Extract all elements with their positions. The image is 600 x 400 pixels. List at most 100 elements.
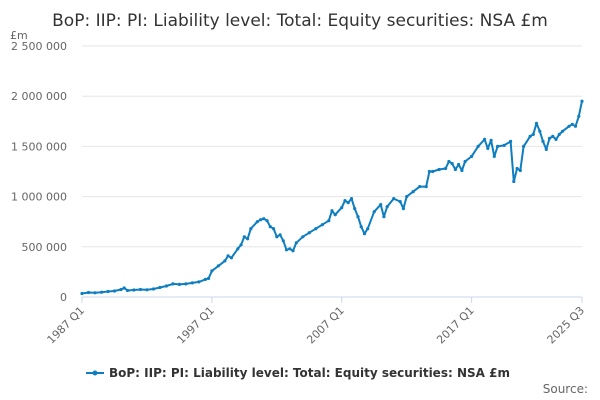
data-point[interactable] [239,243,243,247]
data-point[interactable] [492,154,496,158]
data-point[interactable] [560,129,565,133]
data-point[interactable] [502,143,506,147]
data-point[interactable] [177,282,181,286]
data-point[interactable] [106,289,110,294]
data-point[interactable] [330,209,334,213]
data-point[interactable] [544,147,548,151]
data-point[interactable] [531,132,535,136]
data-point[interactable] [80,291,84,296]
data-point[interactable] [307,231,311,235]
data-point[interactable] [551,134,555,138]
data-point[interactable] [301,235,305,239]
data-point[interactable] [268,225,272,229]
data-point[interactable] [158,285,162,290]
data-point[interactable] [522,144,526,148]
data-point[interactable] [496,144,500,148]
data-point[interactable] [528,134,532,138]
data-point[interactable] [262,217,266,221]
data-point[interactable] [538,129,542,133]
data-point[interactable] [547,136,552,140]
data-point[interactable] [132,288,136,292]
data-point[interactable] [145,288,149,292]
data-point[interactable] [405,195,409,199]
data-point[interactable] [184,282,188,286]
data-point[interactable] [385,205,389,209]
data-point[interactable] [476,144,480,148]
data-point[interactable] [460,168,464,173]
data-point[interactable] [203,277,207,281]
data-point[interactable] [119,287,123,292]
data-point[interactable] [379,203,383,207]
data-point[interactable] [453,167,457,172]
data-point[interactable] [327,219,331,223]
data-point[interactable] [424,185,428,189]
data-point[interactable] [236,247,240,251]
data-point[interactable] [427,169,431,174]
data-point[interactable] [509,139,513,143]
data-point[interactable] [272,227,276,231]
data-point[interactable] [93,291,97,295]
data-point[interactable] [567,124,571,128]
data-point[interactable] [281,239,285,243]
data-point[interactable] [216,264,220,268]
data-point[interactable] [392,197,396,201]
data-point[interactable] [320,223,324,227]
data-point[interactable] [362,232,367,236]
data-point[interactable] [207,276,211,280]
data-point[interactable] [99,290,104,294]
data-point[interactable] [242,235,246,239]
data-point[interactable] [437,167,441,172]
data-point[interactable] [541,139,545,143]
data-point[interactable] [557,132,561,136]
data-point[interactable] [450,161,454,166]
data-point[interactable] [401,207,405,211]
data-point[interactable] [333,213,337,217]
data-point[interactable] [457,162,461,167]
data-point[interactable] [112,289,117,293]
data-point[interactable] [573,124,578,128]
data-point[interactable] [382,215,386,219]
data-point[interactable] [288,247,292,251]
data-point[interactable] [353,207,357,211]
data-point[interactable] [570,122,574,126]
data-point[interactable] [259,218,263,222]
data-point[interactable] [356,215,360,219]
data-point[interactable] [255,220,259,224]
data-point[interactable] [314,227,318,231]
legend-label[interactable]: BoP: IIP: PI: Liability level: Total: Eq… [109,366,510,380]
data-point[interactable] [577,114,581,118]
data-point[interactable] [275,235,279,239]
data-point[interactable] [122,286,126,290]
legend[interactable]: BoP: IIP: PI: Liability level: Total: Eq… [86,366,510,380]
data-point[interactable] [171,282,175,286]
data-point[interactable] [190,281,194,285]
data-point[interactable] [372,210,376,214]
data-point[interactable] [294,241,298,245]
data-point[interactable] [470,154,474,158]
data-point[interactable] [444,166,448,171]
data-point[interactable] [411,190,415,194]
data-point[interactable] [125,288,130,293]
data-point[interactable] [463,159,467,164]
data-point[interactable] [431,169,435,174]
data-point[interactable] [346,201,350,205]
data-point[interactable] [534,121,539,125]
data-point[interactable] [366,227,370,231]
data-point[interactable] [340,206,344,210]
data-point[interactable] [164,284,168,288]
data-point[interactable] [343,199,347,203]
data-point[interactable] [447,159,451,164]
data-point[interactable] [489,138,493,142]
data-point[interactable] [580,99,584,103]
data-point[interactable] [349,197,354,201]
data-point[interactable] [359,225,363,229]
data-point[interactable] [284,248,289,252]
data-point[interactable] [554,137,558,141]
data-point[interactable] [229,256,233,260]
data-point[interactable] [278,233,282,237]
data-point[interactable] [138,287,142,292]
data-point[interactable] [265,219,269,223]
data-point[interactable] [291,249,295,253]
data-point[interactable] [518,168,522,173]
data-point[interactable] [398,200,402,204]
